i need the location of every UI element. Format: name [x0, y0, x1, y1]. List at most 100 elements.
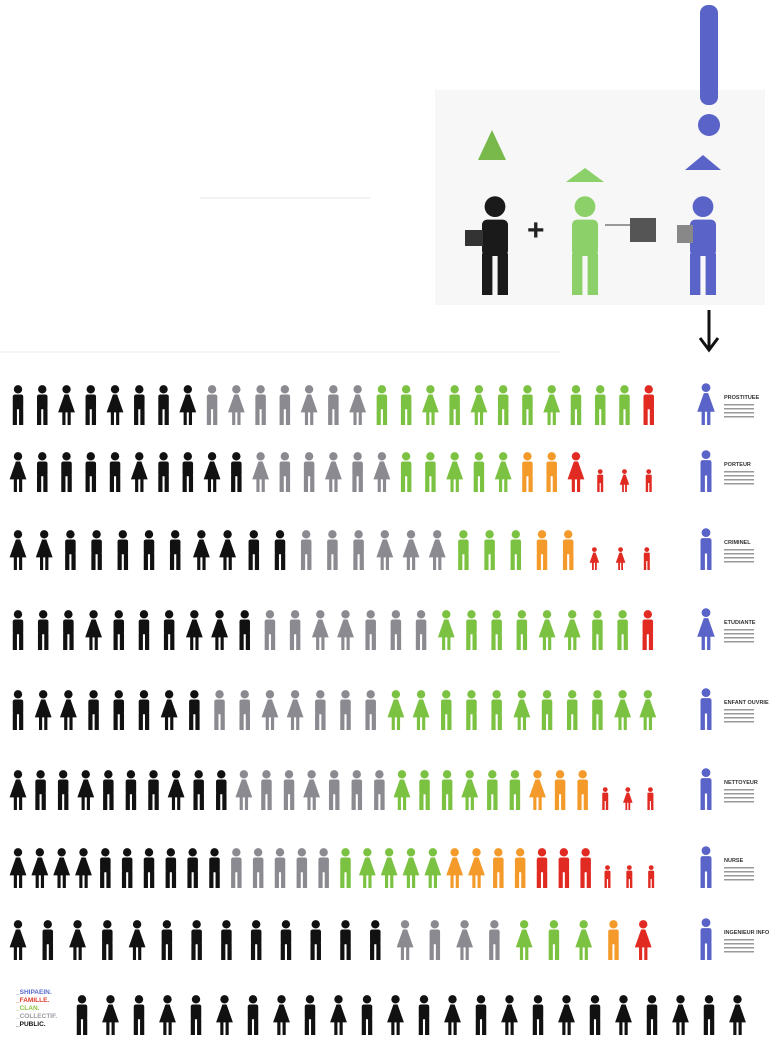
row-figure	[403, 530, 420, 570]
row-figure	[537, 848, 548, 888]
public-figure	[501, 995, 518, 1035]
infographic: + PROSTITUEEPORTEURCRIMINELETUDIANTEENFA…	[0, 0, 769, 1044]
row-figure	[148, 770, 159, 810]
figure	[424, 848, 441, 888]
row-note	[724, 416, 754, 418]
figure	[558, 995, 575, 1035]
figure	[643, 610, 654, 650]
row-figure	[648, 865, 654, 888]
figure	[377, 385, 388, 425]
row-figure	[401, 452, 412, 492]
figure	[315, 690, 326, 730]
figure	[37, 452, 48, 492]
row-figure	[626, 865, 632, 888]
figure	[430, 920, 441, 960]
row-figure	[446, 452, 463, 492]
exclamation-bar	[700, 5, 718, 105]
figure	[114, 690, 125, 730]
row-figure	[397, 920, 414, 960]
figure	[413, 690, 430, 730]
row-figure	[429, 530, 446, 570]
row-figure	[207, 385, 218, 425]
figure	[546, 452, 557, 492]
row-figure	[144, 530, 155, 570]
public-figure	[134, 995, 145, 1035]
figure	[75, 848, 92, 888]
row-figure	[13, 610, 24, 650]
row-figure	[75, 848, 92, 888]
row-label: NETTOYEUR	[724, 780, 758, 786]
row-figure	[403, 848, 420, 888]
figure	[144, 848, 155, 888]
figure	[35, 770, 46, 810]
figure	[394, 770, 411, 810]
row-label: ETUDIANTE	[724, 620, 756, 626]
row-figure	[373, 452, 390, 492]
row-figure	[301, 530, 312, 570]
figure	[170, 530, 181, 570]
public-figure	[590, 995, 601, 1035]
figure	[595, 385, 606, 425]
figure	[318, 848, 329, 888]
row-figure	[442, 770, 453, 810]
figure	[280, 452, 291, 492]
row-figure	[249, 530, 259, 570]
figure	[10, 452, 27, 492]
figure	[461, 770, 478, 810]
row-figure	[139, 610, 150, 650]
row-figure	[376, 530, 393, 570]
figure	[644, 547, 650, 570]
row-note	[724, 721, 754, 723]
figure	[401, 385, 412, 425]
row-figure	[43, 920, 54, 960]
row-figure	[329, 770, 340, 810]
row-figure	[516, 920, 533, 960]
figure	[290, 610, 301, 650]
row-icon	[701, 768, 712, 810]
figure	[186, 610, 203, 650]
row-figure	[36, 530, 53, 570]
figure	[102, 920, 113, 960]
figure	[162, 920, 173, 960]
row-figure	[100, 848, 111, 888]
row-figure	[353, 530, 364, 570]
figure	[255, 385, 266, 425]
figure	[187, 848, 198, 888]
row-figure	[644, 547, 650, 570]
figure	[161, 690, 178, 730]
row-figure	[86, 385, 97, 425]
row-figure	[35, 770, 46, 810]
row-figure	[91, 530, 102, 570]
row-figure	[370, 920, 381, 960]
row-figure	[474, 452, 485, 492]
public-figure	[159, 995, 176, 1035]
figure	[304, 452, 315, 492]
row-figure	[13, 385, 24, 425]
row-figure	[134, 385, 145, 425]
figure	[88, 690, 99, 730]
exclamation-dot	[698, 114, 720, 136]
figure	[262, 690, 279, 730]
figure	[139, 610, 150, 650]
row-figure	[564, 610, 581, 650]
figure	[493, 848, 504, 888]
row-figure	[468, 848, 485, 888]
row-figure	[491, 690, 502, 730]
row-figure	[281, 920, 292, 960]
row-figure	[511, 530, 522, 570]
row-figure	[37, 452, 48, 492]
row-figure	[186, 610, 203, 650]
row-figure	[37, 385, 48, 425]
row-figure	[35, 690, 52, 730]
row-figure	[231, 848, 242, 888]
row-note	[724, 789, 754, 791]
figure	[10, 848, 27, 888]
figure	[325, 452, 342, 492]
figure	[542, 690, 553, 730]
figure	[312, 610, 329, 650]
row-figure	[211, 610, 228, 650]
row-note	[724, 633, 754, 635]
row-figure	[304, 452, 315, 492]
figure	[235, 770, 252, 810]
row-figure	[498, 385, 509, 425]
